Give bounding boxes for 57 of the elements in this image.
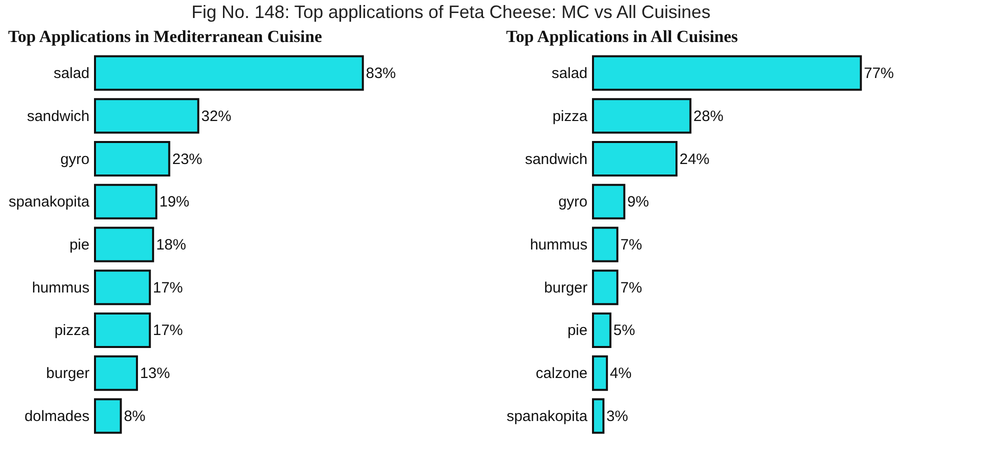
y-tick-label: hummus xyxy=(32,279,90,296)
data-label: 28% xyxy=(693,108,724,125)
chart-title: Top Applications in All Cuisines xyxy=(506,27,738,46)
y-tick-label: gyro xyxy=(60,150,90,168)
bar xyxy=(94,98,200,134)
bar xyxy=(592,141,678,176)
bar xyxy=(94,355,138,391)
bar xyxy=(94,398,122,434)
text: Fig No. 148: Top applications of Feta Cheese: MC vs All Cuisines xyxy=(192,2,710,22)
bar xyxy=(94,270,151,306)
data-label: 5% xyxy=(613,322,636,340)
data-label: 24% xyxy=(679,150,710,168)
y-tick-label: dolmades xyxy=(24,408,90,425)
bar xyxy=(592,270,618,306)
data-label: 7% xyxy=(620,279,642,296)
y-tick-label: hummus xyxy=(530,236,588,254)
data-label: 7% xyxy=(620,236,642,254)
data-label: 32% xyxy=(201,108,232,125)
bar xyxy=(592,98,692,134)
y-tick-label: pie xyxy=(69,236,90,254)
bar xyxy=(94,184,158,220)
bar xyxy=(592,312,612,348)
y-tick-label: gyro xyxy=(558,194,588,211)
bar xyxy=(592,184,626,220)
data-label: 13% xyxy=(140,365,170,382)
y-tick-label: sandwich xyxy=(524,150,588,168)
y-tick-label: spanakopita xyxy=(506,408,588,425)
chart-title: Top Applications in Mediterranean Cuisine xyxy=(8,27,322,46)
y-tick-label: pizza xyxy=(552,108,588,125)
data-label: 23% xyxy=(172,150,202,168)
data-label: 9% xyxy=(627,194,649,211)
data-label: 4% xyxy=(610,365,632,382)
bar xyxy=(94,226,154,262)
data-label: 3% xyxy=(606,408,628,425)
data-label: 17% xyxy=(152,322,183,340)
data-label: 8% xyxy=(124,408,146,425)
bar xyxy=(94,141,170,176)
bar xyxy=(592,355,608,391)
bar xyxy=(592,398,604,434)
y-tick-label: salad xyxy=(552,65,588,82)
bar xyxy=(592,55,862,91)
bar xyxy=(94,55,364,91)
bar xyxy=(592,226,618,262)
y-tick-label: calzone xyxy=(536,365,588,382)
y-tick-label: burger xyxy=(46,365,90,382)
y-tick-label: burger xyxy=(544,279,588,296)
y-tick-label: pizza xyxy=(54,322,90,340)
y-tick-label: spanakopita xyxy=(8,194,90,211)
data-label: 83% xyxy=(366,65,396,82)
bar xyxy=(94,312,151,348)
data-label: 19% xyxy=(159,194,190,211)
y-tick-label: pie xyxy=(567,322,588,340)
data-label: 18% xyxy=(156,236,186,254)
y-tick-label: sandwich xyxy=(26,108,90,125)
data-label: 77% xyxy=(864,65,894,82)
data-label: 17% xyxy=(152,279,183,296)
y-tick-label: salad xyxy=(54,65,90,82)
